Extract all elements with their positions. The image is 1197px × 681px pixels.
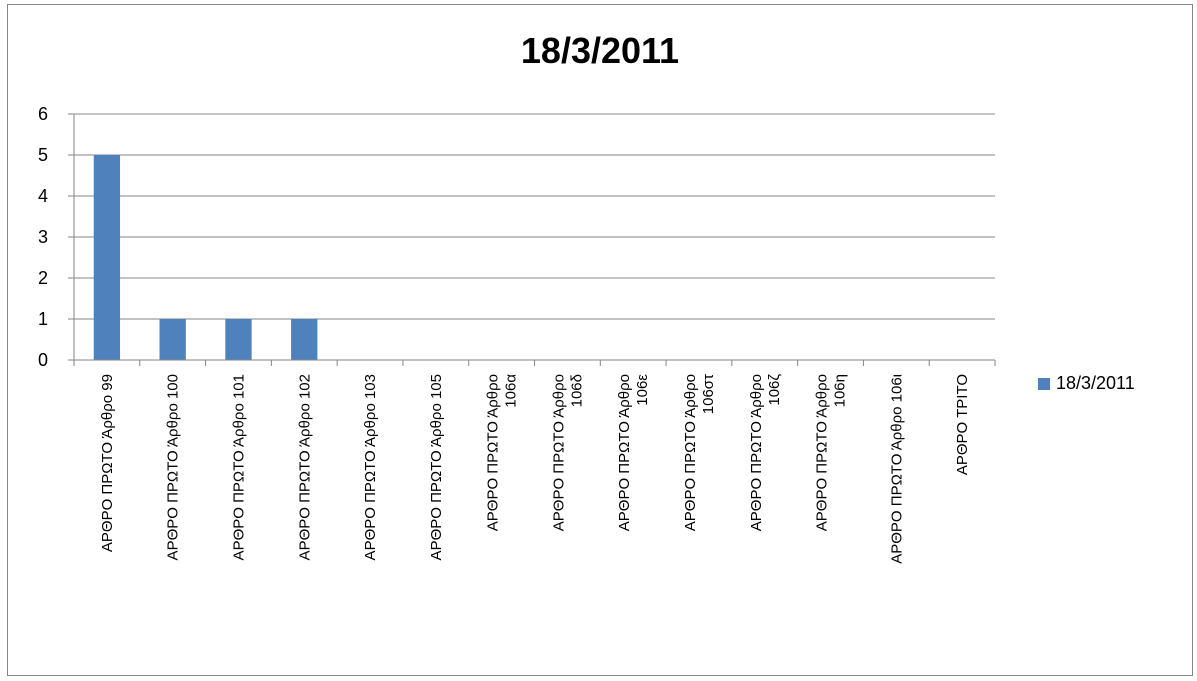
axes: [68, 113, 996, 366]
gridlines: [74, 113, 995, 320]
x-tick-label-line: ΑΡΘΡΟ ΠΡΩΤΟ Άρθρο: [814, 374, 831, 531]
y-tick-label: 0: [38, 350, 48, 370]
legend: 18/3/2011: [1038, 373, 1135, 394]
x-tick-label: ΑΡΘΡΟ ΠΡΩΤΟ Άρθρο 102: [296, 374, 313, 560]
chart-title: 18/3/2011: [520, 30, 680, 71]
x-tick-labels: ΑΡΘΡΟ ΠΡΩΤΟ Άρθρο 99 ΑΡΘΡΟ ΠΡΩΤΟ Άρθρο 10…: [99, 374, 971, 564]
x-tick-label: ΑΡΘΡΟ ΠΡΩΤΟ Άρθρο 106α: [485, 374, 520, 532]
x-tick-label-line: 106δ: [568, 374, 585, 407]
y-tick-label: 5: [38, 145, 48, 165]
x-tick-label-line: 106η: [832, 374, 849, 407]
x-tick-label: ΑΡΘΡΟ ΠΡΩΤΟ Άρθρο 101: [230, 374, 247, 560]
x-tick-label-line: ΑΡΘΡΟ ΤΡΙΤΟ: [954, 374, 971, 475]
bar: [159, 319, 186, 360]
x-tick-label-line: ΑΡΘΡΟ ΠΡΩΤΟ Άρθρο 106ι: [888, 374, 905, 564]
x-tick-label: ΑΡΘΡΟ ΠΡΩΤΟ Άρθρο 103: [362, 374, 379, 560]
x-tick-label-line: 106ε: [634, 374, 651, 406]
x-tick-label-line: ΑΡΘΡΟ ΠΡΩΤΟ Άρθρο 102: [296, 374, 313, 560]
y-tick-label: 3: [38, 227, 48, 247]
y-tick-label: 4: [38, 186, 48, 206]
chart-frame: [7, 4, 1193, 676]
legend-label: 18/3/2011: [1056, 373, 1135, 393]
x-tick-label-line: ΑΡΘΡΟ ΠΡΩΤΟ Άρθρο 101: [230, 374, 247, 560]
x-tick-label-line: ΑΡΘΡΟ ΠΡΩΤΟ Άρθρο 105: [428, 374, 445, 560]
x-tick-label: ΑΡΘΡΟ ΠΡΩΤΟ Άρθρο 106ε: [616, 374, 651, 532]
x-tick-label: ΑΡΘΡΟ ΤΡΙΤΟ: [954, 374, 971, 475]
x-tick-label-line: ΑΡΘΡΟ ΠΡΩΤΟ Άρθρο 103: [362, 374, 379, 560]
x-tick-label-line: ΑΡΘΡΟ ΠΡΩΤΟ Άρθρο 100: [165, 374, 182, 560]
bar: [225, 319, 252, 360]
x-tick-label: ΑΡΘΡΟ ΠΡΩΤΟ Άρθρο 99: [99, 374, 116, 552]
x-tick-label-line: 106ζ: [766, 374, 783, 406]
x-tick-label-line: ΑΡΘΡΟ ΠΡΩΤΟ Άρθρο: [485, 374, 502, 531]
y-tick-labels: 0 1 2 3 4 5 6: [38, 104, 48, 370]
x-tick-label: ΑΡΘΡΟ ΠΡΩΤΟ Άρθρο 105: [428, 374, 445, 560]
x-tick-label-line: ΑΡΘΡΟ ΠΡΩΤΟ Άρθρο 99: [99, 374, 116, 552]
x-tick-label: ΑΡΘΡΟ ΠΡΩΤΟ Άρθρο 106δ: [550, 374, 585, 531]
x-tick-label: ΑΡΘΡΟ ΠΡΩΤΟ Άρθρο 106στ: [682, 374, 717, 531]
y-tick-label: 1: [38, 309, 48, 329]
x-tick-label: ΑΡΘΡΟ ΠΡΩΤΟ Άρθρο 106ζ: [748, 374, 783, 532]
x-tick-label-line: 106α: [503, 374, 520, 408]
x-tick-label: ΑΡΘΡΟ ΠΡΩΤΟ Άρθρο 100: [165, 374, 182, 560]
x-tick-label-line: ΑΡΘΡΟ ΠΡΩΤΟ Άρθρο: [748, 374, 765, 531]
y-tick-label: 2: [38, 268, 48, 288]
x-tick-label: ΑΡΘΡΟ ΠΡΩΤΟ Άρθρο 106η: [814, 374, 849, 531]
x-tick-label: ΑΡΘΡΟ ΠΡΩΤΟ Άρθρο 106ι: [888, 374, 905, 564]
x-tick-label-line: 106στ: [700, 374, 717, 414]
x-tick-label-line: ΑΡΘΡΟ ΠΡΩΤΟ Άρθρο: [682, 374, 699, 531]
legend-swatch: [1038, 377, 1050, 390]
x-tick-label-line: ΑΡΘΡΟ ΠΡΩΤΟ Άρθρο: [550, 374, 567, 531]
bars: [93, 155, 318, 360]
bar: [93, 155, 121, 360]
y-tick-label: 6: [38, 104, 48, 124]
x-tick-label-line: ΑΡΘΡΟ ΠΡΩΤΟ Άρθρο: [616, 374, 633, 531]
bar: [291, 319, 318, 360]
